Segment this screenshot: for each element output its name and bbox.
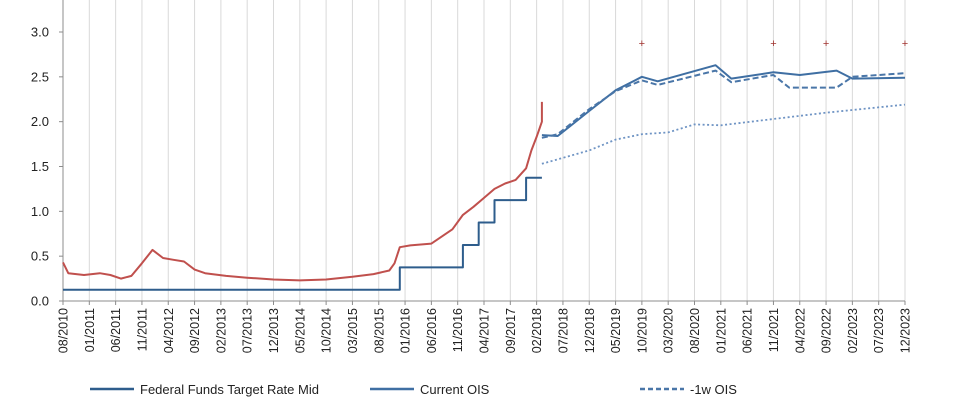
x-tick-label: 06/2016 [425, 308, 439, 353]
series-line-3 [62, 101, 543, 282]
y-tick-label: 1.0 [31, 204, 49, 219]
y-tick-label: 0.5 [31, 249, 49, 264]
y-tick-label: 1.5 [31, 159, 49, 174]
y-tick-label: 0.0 [31, 294, 49, 309]
x-tick-label: 09/2022 [820, 308, 834, 353]
x-tick-label: 01/2011 [83, 308, 97, 352]
gridlines [62, 0, 906, 301]
legend: Federal Funds Target Rate Mid Current OIS… [90, 382, 737, 397]
x-tick-label: 07/2023 [872, 308, 886, 353]
series-line-4 [541, 103, 906, 165]
legend-label: Current OIS [420, 382, 490, 397]
y-tick-label: 2.0 [31, 114, 49, 129]
legend-label: -1w OIS [690, 382, 737, 397]
x-tick-label: 08/2010 [57, 308, 71, 353]
x-tick-label: 09/2017 [504, 308, 518, 353]
x-tick-label: 02/2018 [530, 308, 544, 353]
x-tick-label: 04/2017 [478, 308, 492, 353]
y-tick-label: 2.5 [31, 69, 49, 84]
x-tick-label: 06/2011 [109, 308, 123, 352]
x-tick-label: 01/2021 [714, 308, 728, 353]
x-tick-label: 02/2023 [846, 308, 860, 353]
x-tick-label: 09/2012 [188, 308, 202, 353]
x-tick-label: 12/2023 [899, 308, 913, 353]
x-tick-label: 07/2013 [241, 308, 255, 353]
x-tick-label: 02/2013 [214, 308, 228, 353]
series-line-0 [63, 176, 542, 291]
x-tick-label: 10/2014 [320, 308, 334, 353]
x-tick-label: 12/2018 [583, 308, 597, 353]
x-tick-label: 04/2012 [162, 308, 176, 353]
x-tick-label: 06/2021 [741, 308, 755, 353]
x-tick-label: 11/2021 [767, 308, 781, 352]
marker-point: + [823, 38, 829, 50]
x-tick-label: 05/2019 [609, 308, 623, 353]
x-tick-label: 05/2014 [293, 308, 307, 353]
marker-point: + [902, 38, 908, 50]
x-tick-label: 10/2019 [635, 308, 649, 353]
x-axis-ticks: 08/2010 01/2011 06/2011 11/2011 04/2012 09/20… [57, 301, 913, 353]
markers: + + + + [639, 38, 909, 50]
x-tick-label: 03/2020 [662, 308, 676, 353]
x-tick-label: 12/2013 [267, 308, 281, 353]
x-tick-label: 07/2018 [556, 308, 570, 353]
y-tick-label: 3.0 [31, 25, 49, 40]
marker-point: + [639, 38, 645, 50]
x-tick-label: 11/2016 [451, 308, 465, 352]
x-tick-label: 08/2015 [372, 308, 386, 353]
series-lines [62, 64, 906, 291]
series-line-2 [541, 69, 906, 139]
series-line-1 [541, 64, 906, 137]
legend-label: Federal Funds Target Rate Mid [140, 382, 319, 397]
x-tick-label: 01/2016 [399, 308, 413, 353]
x-tick-label: 03/2015 [346, 308, 360, 353]
x-tick-label: 08/2020 [688, 308, 702, 353]
x-tick-label: 11/2011 [135, 308, 149, 351]
x-tick-label: 04/2022 [793, 308, 807, 353]
y-axis-ticks: 0.0 0.5 1.0 1.5 2.0 2.5 3.0 [31, 25, 63, 309]
marker-point: + [770, 38, 776, 50]
